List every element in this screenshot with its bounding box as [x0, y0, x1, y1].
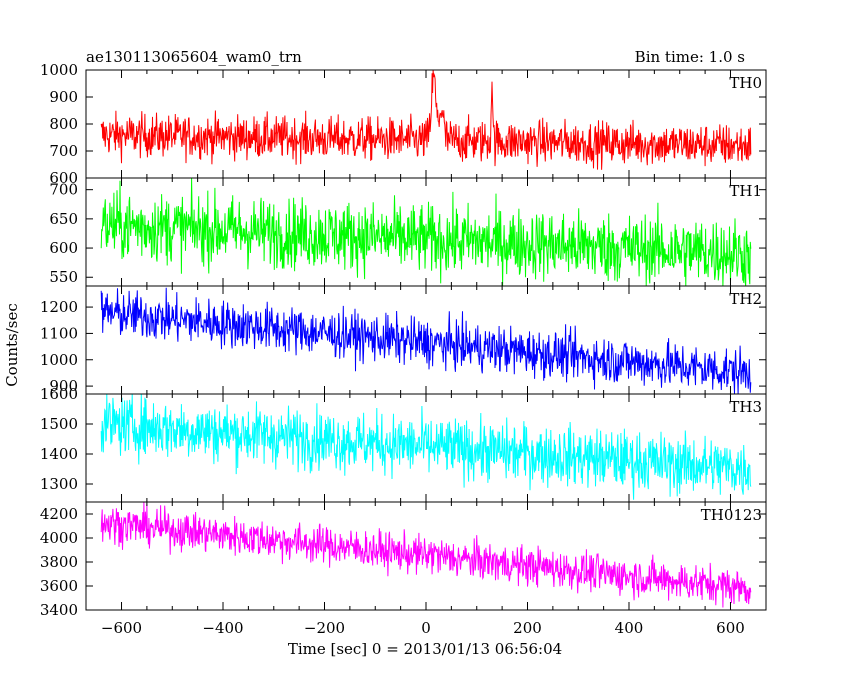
- y-tick-label: 550: [49, 268, 78, 286]
- y-tick-label: 700: [49, 142, 78, 160]
- y-tick-label: 650: [49, 210, 78, 228]
- y-tick-label: 600: [49, 169, 78, 187]
- panel-label-th2: TH2: [729, 290, 762, 308]
- y-tick-label: 1400: [40, 445, 78, 463]
- x-tick-label: −200: [304, 619, 345, 637]
- y-tick-label: 1000: [40, 351, 78, 369]
- x-tick-label: −600: [101, 619, 142, 637]
- panel-label-th1: TH1: [729, 182, 762, 200]
- panel-label-th3: TH3: [729, 398, 762, 416]
- series-line-th3: [100, 393, 752, 500]
- y-tick-label: 3400: [40, 601, 78, 619]
- y-tick-label: 1000: [40, 61, 78, 79]
- x-axis-label: Time [sec] 0 = 2013/01/13 06:56:04: [288, 640, 562, 658]
- panels-group: TH06007008009001000TH1550600650700TH2900…: [40, 61, 767, 637]
- y-tick-label: 4000: [40, 529, 78, 547]
- x-tick-label: 400: [615, 619, 644, 637]
- panel-label-th0123: TH0123: [701, 506, 762, 524]
- y-tick-label: 1100: [40, 324, 78, 342]
- y-tick-label: 1200: [40, 298, 78, 316]
- y-tick-label: 3800: [40, 553, 78, 571]
- bin-time-label: Bin time: 1.0 s: [635, 48, 745, 66]
- y-tick-label: 800: [49, 115, 78, 133]
- y-axis-label: Counts/sec: [3, 303, 21, 387]
- panel-label-th0: TH0: [729, 74, 762, 92]
- y-tick-label: 900: [49, 377, 78, 395]
- x-tick-label: 600: [716, 619, 745, 637]
- y-tick-label: 900: [49, 88, 78, 106]
- y-tick-label: 3600: [40, 577, 78, 595]
- y-tick-label: 4200: [40, 505, 78, 523]
- series-line-th0: [100, 69, 752, 170]
- series-line-th0123: [100, 501, 752, 608]
- y-tick-label: 600: [49, 239, 78, 257]
- series-line-th1: [100, 178, 752, 287]
- x-tick-label: −400: [202, 619, 243, 637]
- y-tick-label: 1600: [40, 385, 78, 403]
- y-tick-label: 1300: [40, 475, 78, 493]
- x-tick-label: 200: [513, 619, 542, 637]
- series-line-th2: [100, 287, 752, 395]
- y-tick-label: 1500: [40, 415, 78, 433]
- y-tick-label: 700: [49, 181, 78, 199]
- x-tick-label: 0: [421, 619, 431, 637]
- chart-title: ae130113065604_wam0_trn: [86, 48, 302, 66]
